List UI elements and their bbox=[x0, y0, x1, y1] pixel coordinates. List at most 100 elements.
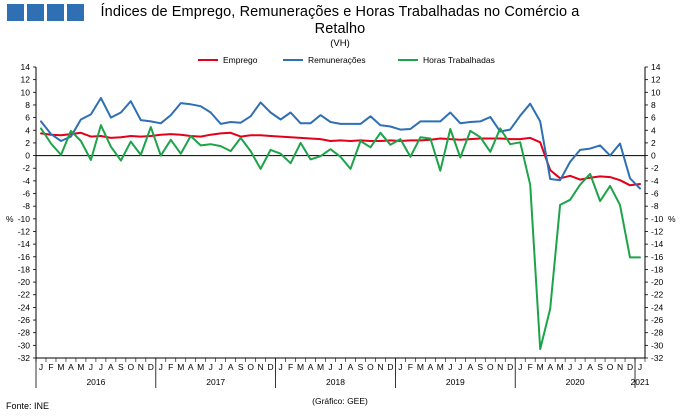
x-tick-label-month: S bbox=[597, 362, 603, 372]
x-tick-label-month: A bbox=[467, 362, 473, 372]
x-tick-label-year: 2020 bbox=[566, 377, 585, 387]
x-tick-label-month: N bbox=[497, 362, 503, 372]
y-tick-label-left: -20 bbox=[18, 277, 31, 287]
x-tick-label-month: O bbox=[487, 362, 494, 372]
y-tick-label-right: -16 bbox=[651, 252, 664, 262]
y-tick-label-left: -4 bbox=[22, 176, 30, 186]
y-tick-label-right: -8 bbox=[651, 201, 659, 211]
x-tick-label-month: A bbox=[348, 362, 354, 372]
y-tick-label-left: 4 bbox=[25, 125, 30, 135]
x-tick-label-year: 2017 bbox=[206, 377, 225, 387]
x-tick-label-month: A bbox=[188, 362, 194, 372]
x-tick-label-month: F bbox=[408, 362, 413, 372]
x-tick-label-month: A bbox=[428, 362, 434, 372]
x-tick-label-month: J bbox=[219, 362, 223, 372]
x-tick-label-month: J bbox=[448, 362, 452, 372]
y-tick-label-right: 2 bbox=[651, 138, 656, 148]
y-tick-label-right: -22 bbox=[651, 290, 664, 300]
x-tick-label-month: M bbox=[297, 362, 304, 372]
y-tick-label-right: -20 bbox=[651, 277, 664, 287]
x-tick-label-month: J bbox=[99, 362, 103, 372]
x-tick-label-month: N bbox=[377, 362, 383, 372]
y-tick-label-right: 12 bbox=[651, 75, 661, 85]
x-tick-label-month: J bbox=[39, 362, 43, 372]
x-tick-label-month: J bbox=[278, 362, 282, 372]
x-tick-label-year: 2021 bbox=[631, 377, 650, 387]
y-tick-label-right: -12 bbox=[651, 226, 664, 236]
x-tick-label-month: O bbox=[128, 362, 135, 372]
y-tick-label-right: -10 bbox=[651, 214, 664, 224]
x-tick-label-month: A bbox=[68, 362, 74, 372]
x-tick-label-month: M bbox=[437, 362, 444, 372]
x-tick-label-month: S bbox=[118, 362, 124, 372]
x-tick-label-month: M bbox=[77, 362, 84, 372]
x-tick-label-month: A bbox=[587, 362, 593, 372]
x-tick-label-month: J bbox=[338, 362, 342, 372]
logo-square bbox=[27, 4, 44, 21]
y-tick-label-right: 10 bbox=[651, 87, 661, 97]
x-tick-label-month: M bbox=[557, 362, 564, 372]
x-tick-label-month: J bbox=[568, 362, 572, 372]
y-tick-label-left: -2 bbox=[22, 163, 30, 173]
x-tick-label-month: F bbox=[288, 362, 293, 372]
y-tick-label-left: -22 bbox=[18, 290, 31, 300]
logo-square bbox=[7, 4, 24, 21]
legend-label: Remunerações bbox=[308, 55, 366, 65]
x-tick-label-month: M bbox=[317, 362, 324, 372]
legend-label: Horas Trabalhadas bbox=[423, 55, 495, 65]
y-tick-label-left: -32 bbox=[18, 353, 31, 363]
x-tick-label-month: S bbox=[238, 362, 244, 372]
x-tick-label-month: J bbox=[458, 362, 462, 372]
x-tick-label-month: O bbox=[607, 362, 614, 372]
x-tick-label-month: M bbox=[197, 362, 204, 372]
y-tick-label-left: -16 bbox=[18, 252, 31, 262]
chart-title-line1: Índices de Emprego, Remunerações e Horas… bbox=[100, 4, 580, 20]
y-tick-label-right: 6 bbox=[651, 113, 656, 123]
y-tick-label-right: -30 bbox=[651, 340, 664, 350]
y-tick-label-left: -24 bbox=[18, 302, 31, 312]
chart-title: Índices de Emprego, Remunerações e Horas… bbox=[100, 4, 580, 38]
x-tick-label-month: A bbox=[108, 362, 114, 372]
y-tick-label-right: -32 bbox=[651, 353, 664, 363]
y-tick-label-left: -8 bbox=[22, 201, 30, 211]
x-tick-label-month: F bbox=[168, 362, 173, 372]
y-tick-label-right: 4 bbox=[651, 125, 656, 135]
y-tick-label-left: -12 bbox=[18, 226, 31, 236]
y-tick-label-right: -4 bbox=[651, 176, 659, 186]
y-tick-label-right: -24 bbox=[651, 302, 664, 312]
x-tick-label-month: N bbox=[138, 362, 144, 372]
x-tick-label-month: J bbox=[209, 362, 213, 372]
y-tick-label-right: -26 bbox=[651, 315, 664, 325]
series-line-emprego bbox=[40, 131, 641, 187]
x-tick-label-month: D bbox=[387, 362, 393, 372]
x-tick-label-year: 2016 bbox=[86, 377, 105, 387]
x-tick-label-year: 2018 bbox=[326, 377, 345, 387]
x-tick-label-month: N bbox=[617, 362, 623, 372]
x-tick-label-month: D bbox=[268, 362, 274, 372]
source-note: Fonte: INE bbox=[6, 401, 50, 411]
x-tick-label-month: D bbox=[627, 362, 633, 372]
logo-square bbox=[47, 4, 64, 21]
x-tick-label-month: N bbox=[258, 362, 264, 372]
x-tick-label-month: O bbox=[247, 362, 254, 372]
y-tick-label-left: 8 bbox=[25, 100, 30, 110]
chart-subtitle: (VH) bbox=[330, 38, 350, 49]
y-tick-label-left: 10 bbox=[21, 87, 31, 97]
y-tick-label-left: 12 bbox=[21, 75, 31, 85]
x-tick-label-month: A bbox=[308, 362, 314, 372]
x-tick-label-year: 2019 bbox=[446, 377, 465, 387]
ine-logo bbox=[7, 4, 84, 21]
x-tick-label-month: M bbox=[177, 362, 184, 372]
y-tick-label-right: 0 bbox=[651, 151, 656, 161]
x-tick-label-month: J bbox=[398, 362, 402, 372]
chart-title-line2: Retalho bbox=[314, 21, 366, 37]
x-tick-label-month: D bbox=[148, 362, 154, 372]
x-tick-label-month: M bbox=[537, 362, 544, 372]
y-tick-label-left: 6 bbox=[25, 113, 30, 123]
x-tick-label-month: F bbox=[528, 362, 533, 372]
x-tick-label-month: O bbox=[367, 362, 374, 372]
y-tick-label-left: 14 bbox=[21, 62, 31, 72]
series-line-horas-trabalhadas bbox=[40, 124, 641, 351]
y-tick-label-left: 2 bbox=[25, 138, 30, 148]
